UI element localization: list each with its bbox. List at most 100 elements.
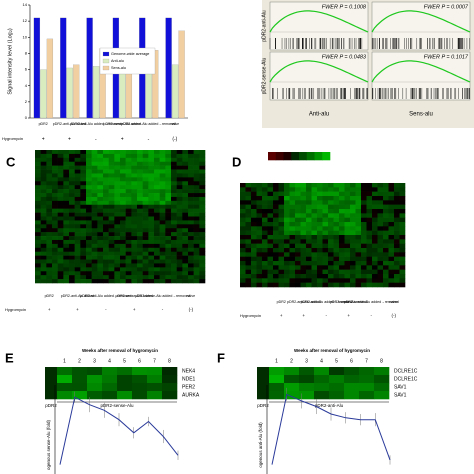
hygromycin-value: +	[133, 307, 136, 312]
heatmap-cell	[91, 251, 98, 256]
heatmap-cell	[132, 391, 148, 400]
heatmap-cell	[188, 153, 194, 159]
heatmap-cell	[46, 161, 53, 166]
heatmap-cell	[108, 247, 115, 253]
heatmap-cell	[289, 196, 296, 201]
heatmap-cell	[52, 196, 58, 202]
heatmap-cell	[125, 220, 132, 225]
heatmap-cell	[57, 150, 64, 155]
heatmap-cell	[388, 269, 395, 275]
heatmap-cell	[35, 236, 41, 241]
heatmap-cell	[86, 275, 92, 280]
heatmap-cell	[91, 243, 98, 249]
heatmap-cell	[322, 222, 329, 227]
heatmap-cell	[359, 367, 375, 376]
heatmap-cell	[251, 200, 257, 205]
heatmap-cell	[91, 169, 98, 174]
heatmap-cell	[97, 193, 104, 198]
column-label: pDR2	[45, 294, 54, 298]
heatmap-cell	[40, 228, 47, 233]
heatmap-cell	[344, 243, 351, 249]
heatmap-cell	[103, 212, 109, 217]
heatmap-cell	[57, 196, 64, 202]
heatmap-cell	[306, 191, 312, 197]
heatmap-cell	[35, 185, 41, 190]
heatmap-cell	[306, 200, 312, 205]
heatmap-cell	[383, 209, 389, 214]
heatmap-cell	[199, 236, 206, 241]
heatmap-cell	[86, 196, 92, 202]
heatmap-cell	[171, 161, 177, 166]
heatmap-cell	[182, 263, 189, 268]
heatmap-cell	[394, 278, 400, 283]
heatmap-cell	[120, 157, 126, 163]
heatmap-cell	[80, 236, 87, 241]
heatmap-cell	[199, 259, 206, 264]
heatmap-cell	[69, 232, 75, 237]
heatmap-cell	[372, 243, 378, 249]
heatmap-cell	[344, 200, 351, 205]
heatmap-cell	[69, 220, 75, 225]
heatmap-cell	[159, 185, 166, 190]
heatmap-cell	[289, 261, 296, 266]
heatmap-cell	[108, 189, 115, 194]
heatmap-cell	[339, 261, 345, 266]
heatmap-cell	[69, 153, 75, 159]
heatmap-cell	[52, 259, 58, 264]
heatmap-cell	[91, 185, 98, 190]
heatmap-cell	[339, 196, 345, 201]
heatmap-cell	[262, 191, 268, 197]
heatmap-cell	[120, 232, 126, 237]
heatmap-cell	[399, 226, 406, 231]
heatmap-cell	[267, 239, 274, 244]
heatmap-cell	[394, 226, 400, 231]
heatmap-cell	[74, 247, 81, 253]
heatmap-cell	[355, 256, 362, 262]
heatmap-cell	[188, 232, 194, 237]
heatmap-cell	[361, 196, 367, 201]
heatmap-cell	[240, 204, 246, 210]
bar	[33, 17, 41, 119]
heatmap-cell	[57, 367, 73, 376]
heatmap-cell	[103, 193, 109, 198]
heatmap-cell	[86, 165, 92, 170]
heatmap-cell	[103, 200, 109, 206]
heatmap-cell	[46, 185, 53, 190]
heatmap-cell	[103, 189, 109, 194]
heatmap-cell	[333, 217, 340, 223]
heatmap-cell	[125, 255, 132, 260]
heatmap-cell	[240, 187, 246, 192]
heatmap-cell	[97, 255, 104, 260]
heatmap-cell	[80, 243, 87, 249]
heatmap-cell	[63, 208, 70, 213]
heatmap-cell	[142, 212, 149, 217]
heatmap-cell	[273, 278, 279, 283]
heatmap-cell	[142, 216, 149, 221]
heatmap-cell	[91, 189, 98, 194]
heatmap-cell	[35, 263, 41, 268]
heatmap-cell	[339, 204, 345, 210]
heatmap-cell	[328, 248, 334, 253]
heatmap-cell	[251, 239, 257, 244]
heatmap-cell	[176, 212, 183, 217]
heatmap-cell	[80, 263, 87, 268]
heatmap-cell	[328, 226, 334, 231]
heatmap-cell	[57, 157, 64, 163]
heatmap-cell	[344, 278, 351, 283]
bar	[171, 64, 179, 119]
heatmap-cell	[240, 213, 246, 218]
heatmap-cell	[289, 239, 296, 244]
heatmap-cell	[46, 212, 53, 217]
heatmap-cell	[268, 152, 277, 161]
heatmap-cell	[91, 236, 98, 241]
heatmap-cell	[171, 232, 177, 237]
heatmap-cell	[131, 263, 138, 268]
heatmap-cell	[355, 265, 362, 270]
heatmap-cell	[289, 265, 296, 270]
heatmap-cell	[333, 269, 340, 275]
heatmap-cell	[311, 191, 318, 197]
heatmap-cell	[147, 391, 163, 400]
heatmap-cell	[165, 271, 172, 276]
heatmap-cell	[339, 256, 345, 262]
heatmap-cell	[176, 193, 183, 198]
